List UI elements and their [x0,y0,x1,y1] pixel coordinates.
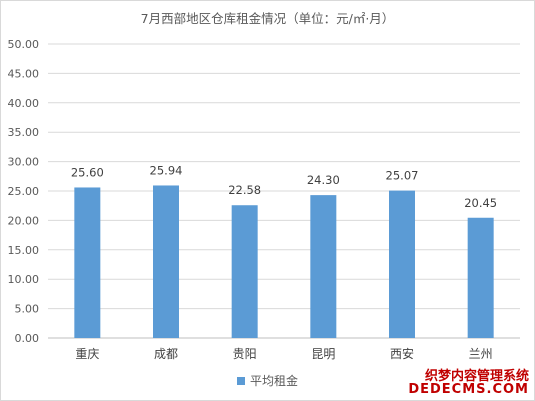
legend-label: 平均租金 [249,374,298,388]
y-tick-label: 30.00 [8,156,40,169]
legend-swatch [236,377,245,385]
watermark-line2: DEDECMS.COM [408,382,529,398]
y-tick-label: 5.00 [15,303,40,316]
bars [74,185,494,338]
bar [310,195,337,338]
y-tick-label: 35.00 [8,126,40,139]
watermark-line1: 织梦内容管理系统 [424,368,529,384]
category-label: 贵阳 [233,347,257,361]
data-label: 24.30 [307,173,340,187]
bar [74,187,101,338]
category-label: 重庆 [75,347,99,361]
y-tick-label: 50.00 [8,38,40,51]
legend: 平均租金 [0,372,535,389]
data-label: 25.94 [150,163,183,177]
y-tick-label: 20.00 [8,214,40,227]
gridlines [48,43,520,339]
category-labels: 重庆 成都 贵阳 昆明 西安 兰州 [75,346,492,361]
bar [153,185,179,338]
category-label: 成都 [154,347,178,361]
data-label: 20.45 [464,196,497,210]
data-labels: 25.60 25.94 22.58 24.30 25.07 20.45 [71,163,497,209]
y-tick-label: 10.00 [8,273,40,286]
category-label: 西安 [390,346,414,361]
category-label: 昆明 [311,347,335,361]
y-axis-ticks: 0.00 5.00 10.00 15.00 20.00 25.00 30.00 35.00 40… [8,38,40,345]
y-tick-label: 45.00 [8,67,40,80]
y-tick-label: 40.00 [8,97,40,110]
data-label: 22.58 [228,183,261,197]
chart-title: 7月西部地区仓库租金情况（单位：元/㎡·月） [140,11,395,26]
bar [467,217,494,338]
bar [389,190,415,338]
y-tick-label: 15.00 [8,244,40,257]
data-label: 25.07 [386,169,419,183]
data-label: 25.60 [71,165,104,179]
y-tick-label: 0.00 [15,332,40,345]
y-tick-label: 25.00 [8,185,40,198]
category-label: 兰州 [469,347,493,361]
bar [231,205,258,338]
watermark: 织梦内容管理系统 DEDECMS.COM [408,370,529,397]
